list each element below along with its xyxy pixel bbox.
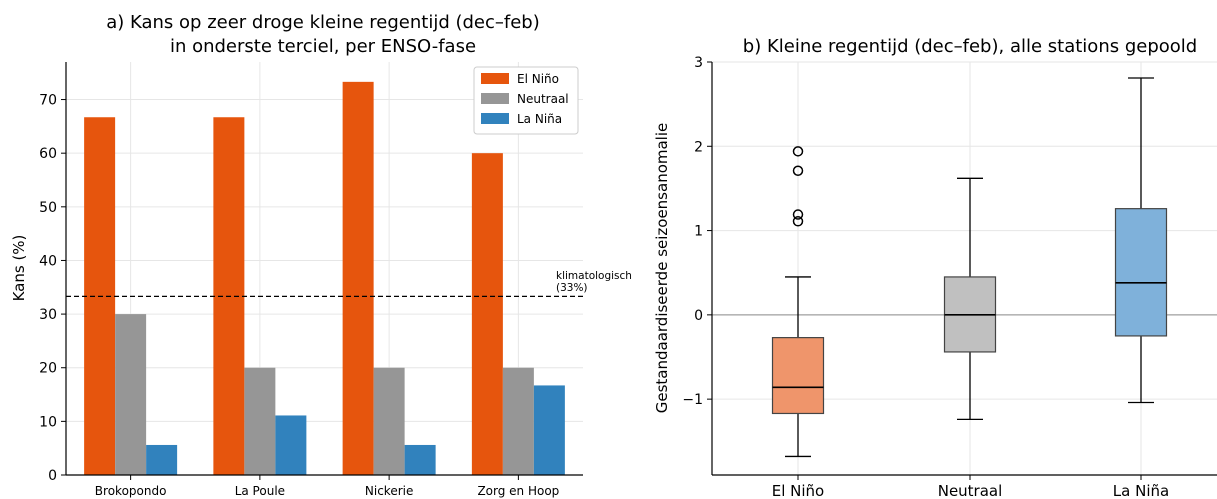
y-tick-label: 50 xyxy=(39,200,57,216)
bar xyxy=(146,444,178,475)
panel-b-title: b) Kleine regentijd (dec–feb), alle stat… xyxy=(743,36,1197,57)
bar xyxy=(342,81,374,475)
box xyxy=(771,337,825,415)
y-tick-label: −1 xyxy=(682,392,703,408)
panel-a-title-line2: in onderste terciel, per ENSO-fase xyxy=(170,36,476,57)
panel-a-title-line1: a) Kans op zeer droge kleine regentijd (… xyxy=(106,12,540,33)
panel-a-axes xyxy=(65,62,583,476)
y-tick-label: 1 xyxy=(694,224,703,240)
legend-label: La Niña xyxy=(517,112,562,126)
outlier-point xyxy=(792,216,804,227)
x-tick-label: Zorg en Hoop xyxy=(477,484,559,498)
panel-b-ticks: −1 0 1 2 3 El Niño Neutraal La Niña xyxy=(682,55,1169,499)
legend-label: El Niño xyxy=(517,72,559,86)
panel-a-legend: El Niño Neutraal La Niña xyxy=(473,66,579,135)
outlier-point xyxy=(792,146,804,157)
legend-swatch xyxy=(481,73,509,84)
x-tick-label: Brokopondo xyxy=(95,484,167,498)
panel-a-reference: klimatologisch (33%) xyxy=(66,270,632,297)
x-tick-label: La Niña xyxy=(1113,482,1169,499)
bar xyxy=(275,415,307,475)
x-tick-label: La Poule xyxy=(235,484,285,498)
bar xyxy=(533,385,565,475)
panel-b: b) Kleine regentijd (dec–feb), alle stat… xyxy=(653,36,1217,499)
y-tick-label: 20 xyxy=(39,361,57,377)
panel-b-boxes xyxy=(771,77,1168,458)
legend-label: Neutraal xyxy=(517,92,569,106)
panel-a-bars xyxy=(84,81,565,475)
y-tick-label: 70 xyxy=(39,93,57,109)
bar xyxy=(404,444,436,475)
legend-swatch xyxy=(481,93,509,104)
box xyxy=(1114,208,1168,337)
panel-a: a) Kans op zeer droge kleine regentijd (… xyxy=(10,12,632,498)
y-tick-label: 60 xyxy=(39,146,57,162)
y-tick-label: 30 xyxy=(39,307,57,323)
outlier-point xyxy=(792,209,804,220)
y-tick-label: 0 xyxy=(694,308,703,324)
outlier-point xyxy=(792,165,804,176)
panel-b-axes xyxy=(711,62,1217,476)
x-tick-label: El Niño xyxy=(772,482,825,499)
reference-line-label: klimatologisch xyxy=(556,270,632,282)
bar xyxy=(115,314,147,475)
bar xyxy=(244,367,276,475)
x-tick-label: Nickerie xyxy=(365,484,413,498)
y-tick-label: 0 xyxy=(48,468,57,484)
y-tick-label: 40 xyxy=(39,253,57,269)
bar xyxy=(373,367,405,475)
bar xyxy=(502,367,534,475)
panel-a-ylabel: Kans (%) xyxy=(10,235,28,302)
y-tick-label: 2 xyxy=(694,139,703,155)
y-tick-label: 3 xyxy=(694,55,703,71)
x-tick-label: Neutraal xyxy=(938,482,1003,499)
bar xyxy=(471,153,503,475)
panel-b-ylabel: Gestandaardiseerde seizoensanomalie xyxy=(653,123,671,414)
panel-a-ticks: 0 10 20 30 40 50 60 70 Brokopondo La Poule Nickeri… xyxy=(39,93,559,498)
reference-line-label-value: (33%) xyxy=(556,282,588,294)
legend-swatch xyxy=(481,113,509,124)
y-tick-label: 10 xyxy=(39,414,57,430)
